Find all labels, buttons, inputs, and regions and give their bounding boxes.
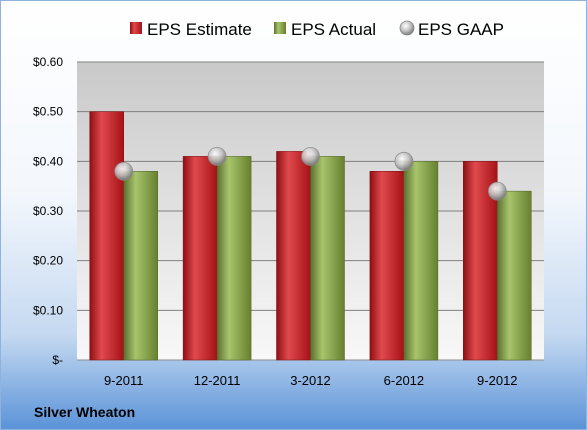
y-tick-label: $0.30 [33,204,63,218]
legend-actual-label: EPS Actual [291,20,376,39]
eps-estimate-bar [276,151,311,361]
eps-estimate-bar [369,171,405,361]
eps-estimate-bar [182,156,218,361]
eps-actual-bar [497,190,532,361]
eps-actual-bar [216,156,252,361]
eps-gaap-marker [207,146,227,166]
eps-estimate-bar [89,111,124,361]
y-axis: $- $0.10 $0.20 $0.30 $0.40 $0.50 $0.60 [33,55,63,367]
x-category-label: 6-2012 [384,373,424,388]
eps-actual-bar [403,161,439,361]
gaap-markers [114,146,507,201]
x-category-label: 3-2012 [290,373,330,388]
legend-estimate-label: EPS Estimate [147,20,252,39]
legend: EPS Estimate EPS Actual EPS GAAP [130,20,504,39]
y-tick-label: $0.40 [33,154,63,168]
x-category-label: 9-2012 [477,373,517,388]
y-tick-label: $0.50 [33,105,63,119]
legend-gaap-label: EPS GAAP [418,20,504,39]
company-name: Silver Wheaton [34,404,136,420]
legend-estimate-swatch [130,22,142,34]
x-category-label: 12-2011 [194,373,241,388]
eps-gaap-marker [487,181,507,201]
y-tick-label: $0.60 [33,55,63,69]
legend-actual-swatch [274,22,286,34]
y-tick-label: $0.20 [33,254,63,268]
eps-gaap-marker [394,151,414,171]
y-tick-label: $- [52,353,63,367]
x-category-label: 9-2011 [104,373,144,388]
legend-gaap-swatch [399,20,415,36]
eps-gaap-marker [301,146,320,166]
x-axis: 9-2011 12-2011 3-2012 6-2012 9-2012 [104,373,518,388]
eps-actual-bar [310,156,345,361]
eps-actual-bar [123,171,158,361]
eps-gaap-marker [114,161,134,181]
y-tick-label: $0.10 [33,303,63,317]
